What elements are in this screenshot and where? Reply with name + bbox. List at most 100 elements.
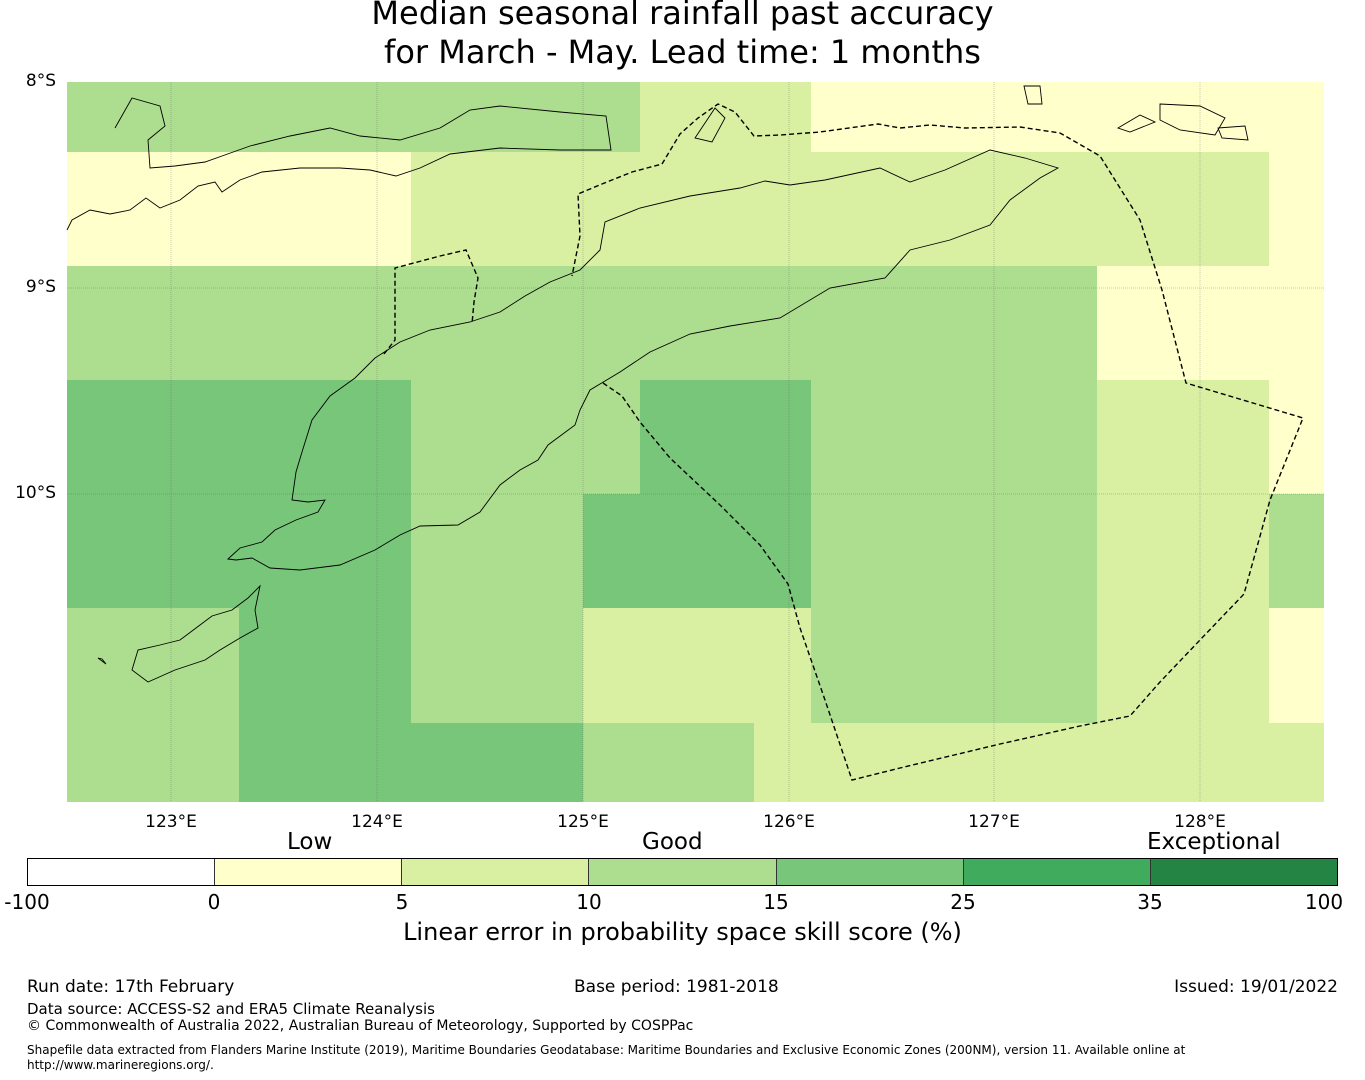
colorbar-segment xyxy=(589,859,777,885)
grid-cell xyxy=(811,82,926,152)
colorbar-label: Linear error in probability space skill … xyxy=(403,918,962,946)
grid-cell xyxy=(125,380,239,494)
grid-cell xyxy=(67,723,125,802)
grid-cell xyxy=(239,494,297,608)
lon-label-126e: 126°E xyxy=(763,812,815,832)
run-date: Run date: 17th February xyxy=(27,977,235,997)
grid-cell xyxy=(297,723,411,802)
grid-cell xyxy=(67,380,125,494)
grid-cell xyxy=(1155,608,1269,723)
grid-cell xyxy=(583,152,640,266)
eez-boundaries xyxy=(383,103,1304,781)
colorbar xyxy=(27,858,1338,886)
grid-cell xyxy=(469,608,583,723)
colorbar-segment xyxy=(215,859,403,885)
grid-cell xyxy=(640,82,754,152)
grid-cell xyxy=(583,82,640,152)
grid-cell xyxy=(1269,266,1324,380)
grid-cell xyxy=(239,723,297,802)
lat-lon-gridlines xyxy=(67,82,1324,802)
grid-cell xyxy=(67,152,125,266)
map-title: Median seasonal rainfall past accuracy f… xyxy=(0,0,1365,72)
grid-cell xyxy=(640,608,754,723)
colorbar-segment xyxy=(963,859,1151,885)
grid-cell xyxy=(1097,82,1155,152)
grid-cell xyxy=(754,380,811,494)
grid-cell xyxy=(469,152,583,266)
grid-cell xyxy=(983,266,1097,380)
grid-cell xyxy=(239,608,297,723)
colorbar-tick: 100 xyxy=(1304,890,1344,914)
grid-cell xyxy=(297,494,411,608)
grid-cell xyxy=(583,494,640,608)
grid-cell xyxy=(125,82,239,152)
grid-cell xyxy=(1155,82,1269,152)
grid-cell xyxy=(754,82,811,152)
grid-cell xyxy=(983,152,1097,266)
grid-cell xyxy=(583,380,640,494)
category-good: Good xyxy=(642,829,703,855)
grid-cell xyxy=(1155,723,1269,802)
lat-label-10s: 10°S xyxy=(15,483,56,503)
grid-cell xyxy=(125,608,239,723)
grid-cell xyxy=(926,82,983,152)
grid-cell xyxy=(239,266,297,380)
grid-cell xyxy=(754,152,811,266)
grid-cell xyxy=(1155,152,1269,266)
category-exceptional: Exceptional xyxy=(1147,829,1281,855)
colorbar-tick: 5 xyxy=(395,890,409,914)
shapefile-credit: Shapefile data extracted from Flanders M… xyxy=(27,1043,1186,1072)
grid-cell xyxy=(125,152,239,266)
grid-cell xyxy=(754,266,811,380)
grid-cell xyxy=(411,494,469,608)
grid-cell xyxy=(125,266,239,380)
grid-cell xyxy=(583,723,640,802)
grid-cell xyxy=(811,152,926,266)
grid-cell xyxy=(67,608,125,723)
grid-cell xyxy=(983,82,1097,152)
grid-cell xyxy=(1269,152,1324,266)
grid-cell xyxy=(640,494,754,608)
grid-cell xyxy=(811,380,926,494)
grid-cell xyxy=(411,723,469,802)
grid-cell xyxy=(1097,380,1155,494)
grid-cell xyxy=(411,380,469,494)
grid-cell xyxy=(926,723,983,802)
coastline-islet xyxy=(1023,85,1043,105)
grid-cell xyxy=(640,266,754,380)
grid-cell xyxy=(754,608,811,723)
coastline-north-islands xyxy=(66,97,612,231)
grid-cell xyxy=(983,723,1097,802)
colorbar-tick: 0 xyxy=(207,890,221,914)
colorbar-tick: 10 xyxy=(576,890,602,914)
grid-cell xyxy=(469,494,583,608)
grid-cell xyxy=(811,494,926,608)
colorbar-tick: 35 xyxy=(1137,890,1163,914)
grid-cell xyxy=(1155,266,1269,380)
grid-cell xyxy=(411,608,469,723)
coastline-wetar xyxy=(1116,103,1249,141)
grid-cell xyxy=(297,82,411,152)
grid-cell xyxy=(125,494,239,608)
skill-grid-cells xyxy=(67,82,1324,802)
grid-cell xyxy=(125,723,239,802)
eez-boundary-main xyxy=(571,103,1304,781)
lon-label-127e: 127°E xyxy=(968,812,1020,832)
grid-cell xyxy=(983,608,1097,723)
grid-cell xyxy=(754,723,811,802)
base-period: Base period: 1981-2018 xyxy=(574,977,779,997)
grid-cell xyxy=(1269,82,1324,152)
grid-cell xyxy=(239,82,297,152)
grid-cell xyxy=(1269,723,1324,802)
grid-cell xyxy=(297,152,411,266)
data-source: Data source: ACCESS-S2 and ERA5 Climate … xyxy=(27,1000,435,1018)
grid-cell xyxy=(640,152,754,266)
colorbar-segment xyxy=(28,859,216,885)
grid-cell xyxy=(640,380,754,494)
grid-cell xyxy=(811,723,926,802)
lat-label-8s: 8°S xyxy=(25,71,56,91)
lon-label-128e: 128°E xyxy=(1174,812,1226,832)
grid-cell xyxy=(926,608,983,723)
grid-cell xyxy=(926,380,983,494)
grid-cell xyxy=(1269,608,1324,723)
